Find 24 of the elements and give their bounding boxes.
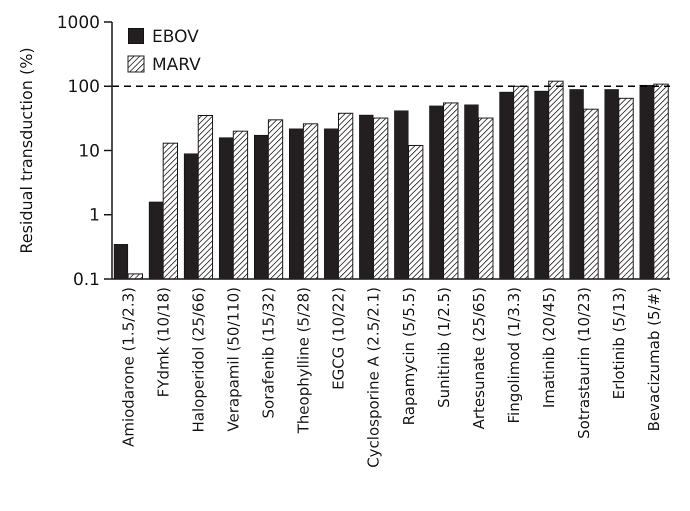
x-tick-label: Cyclosporine A (2.5/2.1) xyxy=(364,287,383,468)
y-tick-label: 10 xyxy=(78,141,100,162)
y-axis-title: Residual transduction (%) xyxy=(17,47,36,254)
x-tick-label: Haloperidol (25/66) xyxy=(189,287,208,432)
x-tick-label: Sorafenib (15/32) xyxy=(260,287,278,418)
x-tick-label: Theophylline (5/28) xyxy=(294,287,313,434)
legend-label: EBOV xyxy=(152,26,200,47)
x-tick-label: Imatinib (20/45) xyxy=(540,287,558,408)
x-tick-label: Fingolimod (1/3.3) xyxy=(504,287,523,424)
x-tick-label: FYdmk (10/18) xyxy=(154,287,172,398)
x-tick-label: Verapamil (50/110) xyxy=(224,287,243,432)
x-tick-label: Sunitinib (1/2.5) xyxy=(434,287,453,408)
x-tick-label: Rapamycin (5/5.5) xyxy=(400,287,418,426)
x-tick-label: Amiodarone (1.5/2.3) xyxy=(119,287,138,447)
x-tick-label: Bevacizumab (5/#) xyxy=(645,287,664,432)
y-tick-label: 0.1 xyxy=(72,270,100,290)
y-tick-label: 1 xyxy=(89,206,100,226)
x-tick-label: Sotrastaurin (10/23) xyxy=(575,287,594,439)
legend-label: MARV xyxy=(152,54,202,75)
x-tick-label: Artesunate (25/65) xyxy=(470,287,488,430)
x-tick-label: EGCG (10/22) xyxy=(330,287,348,390)
y-tick-label: 100 xyxy=(68,77,100,98)
x-tick-label: Erlotinib (5/13) xyxy=(610,287,628,400)
y-tick-label: 1000 xyxy=(56,12,100,33)
